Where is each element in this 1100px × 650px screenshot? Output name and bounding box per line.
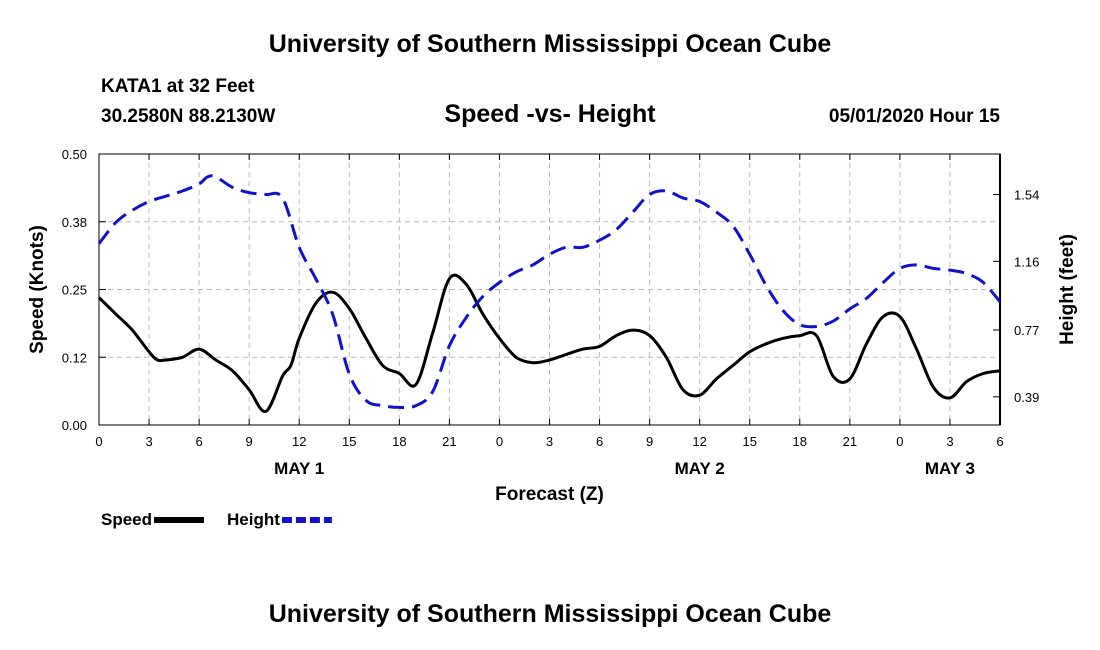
legend-label-height: Height xyxy=(227,510,280,529)
y2-axis-label: Height (feet) xyxy=(1057,234,1078,345)
chart-title: Speed -vs- Height xyxy=(444,100,656,128)
station-name: KATA1 at 32 Feet xyxy=(101,76,255,97)
x-tick-label: 6 xyxy=(996,434,1003,449)
y-tick-label: 0.25 xyxy=(62,283,87,298)
forecast-datetime: 05/01/2020 Hour 15 xyxy=(828,106,1000,127)
y-axis-label: Speed (Knots) xyxy=(27,225,48,354)
x-tick-label: 6 xyxy=(596,434,603,449)
series-line-height xyxy=(97,174,1002,410)
x-tick-label: 9 xyxy=(646,434,653,449)
x-tick-label: 0 xyxy=(496,434,503,449)
x-tick-label: 0 xyxy=(95,434,102,449)
x-tick-label: 18 xyxy=(793,434,807,449)
y-tick-label: 0.12 xyxy=(62,350,87,365)
station-coordinates: 30.2580N 88.2130W xyxy=(101,106,276,127)
y2-tick-label: 1.16 xyxy=(1014,254,1039,269)
speed-height-chart: 0 3 6 9 12 15 18 21 0 3 6 9 12 15 18 21 0 3 6 MAY 1 MAY 2 MAY… xyxy=(27,147,1078,529)
x-tick-label: 15 xyxy=(342,434,356,449)
y2-tick-label: 0.39 xyxy=(1014,390,1039,405)
y-tick-label: 0.50 xyxy=(62,147,87,162)
x-tick-label: 3 xyxy=(546,434,553,449)
day-label: MAY 3 xyxy=(925,459,975,478)
x-tick-label: 12 xyxy=(692,434,706,449)
x-axis-label: Forecast (Z) xyxy=(495,484,604,505)
y-tick-label: 0.00 xyxy=(62,418,87,433)
day-label: MAY 2 xyxy=(675,459,725,478)
x-tick-label: 18 xyxy=(392,434,406,449)
x-tick-label: 0 xyxy=(896,434,903,449)
x-tick-label: 21 xyxy=(442,434,456,449)
x-tick-label: 6 xyxy=(195,434,202,449)
page-title: University of Southern Mississippi Ocean… xyxy=(268,30,832,58)
series-line-speed xyxy=(97,273,1001,413)
y-tick-label: 0.38 xyxy=(62,215,87,230)
x-tick-label: 15 xyxy=(742,434,756,449)
x-tick-label: 3 xyxy=(145,434,152,449)
x-tick-label: 3 xyxy=(946,434,953,449)
y2-tick-label: 0.77 xyxy=(1014,323,1039,338)
x-tick-label: 12 xyxy=(292,434,306,449)
x-tick-label: 9 xyxy=(246,434,253,449)
day-label: MAY 1 xyxy=(274,459,324,478)
y2-tick-label: 1.54 xyxy=(1014,187,1039,202)
legend-label-speed: Speed xyxy=(101,510,152,529)
x-tick-label: 21 xyxy=(843,434,857,449)
footer-title: University of Southern Mississippi Ocean… xyxy=(268,600,832,628)
